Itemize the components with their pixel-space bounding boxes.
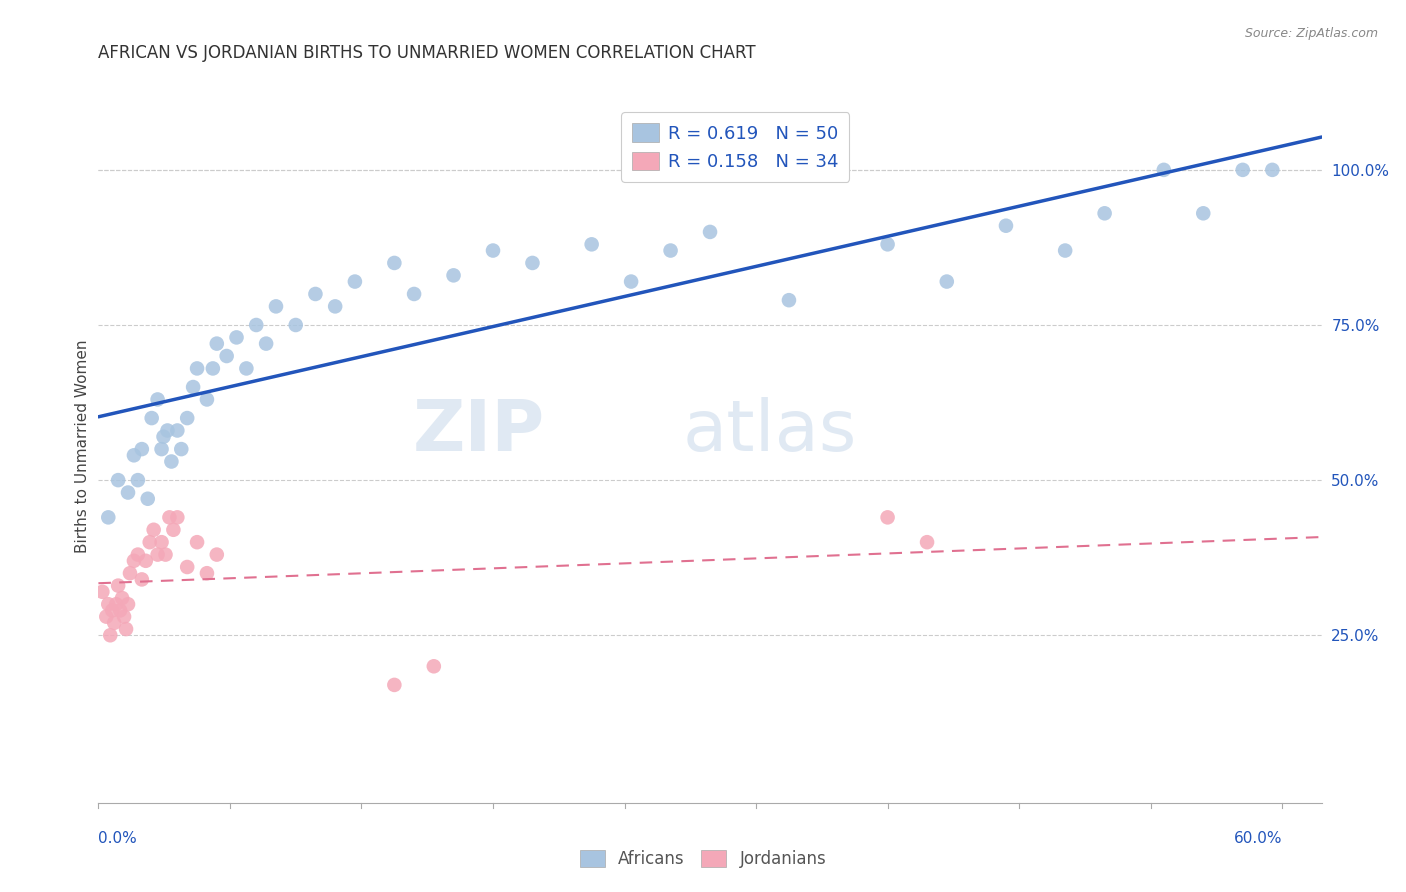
Point: [160, 454, 183, 468]
Point: [136, 491, 159, 506]
Point: [162, 523, 184, 537]
Point: [1232, 162, 1254, 177]
Point: [1261, 162, 1284, 177]
Point: [150, 535, 173, 549]
Point: [186, 535, 208, 549]
Legend: R = 0.619   N = 50, R = 0.158   N = 34: R = 0.619 N = 50, R = 0.158 N = 34: [621, 112, 849, 182]
Point: [107, 579, 129, 593]
Point: [205, 548, 228, 562]
Point: [915, 535, 938, 549]
Text: Source: ZipAtlas.com: Source: ZipAtlas.com: [1244, 27, 1378, 40]
Point: [1192, 206, 1215, 220]
Text: 60.0%: 60.0%: [1233, 830, 1282, 846]
Point: [620, 275, 643, 289]
Point: [103, 615, 125, 630]
Point: [581, 237, 603, 252]
Point: [443, 268, 465, 283]
Point: [195, 392, 218, 407]
Point: [304, 287, 326, 301]
Point: [201, 361, 224, 376]
Point: [245, 318, 267, 332]
Text: AFRICAN VS JORDANIAN BIRTHS TO UNMARRIED WOMEN CORRELATION CHART: AFRICAN VS JORDANIAN BIRTHS TO UNMARRIED…: [98, 45, 756, 62]
Point: [423, 659, 446, 673]
Point: [382, 256, 405, 270]
Point: [138, 535, 160, 549]
Point: [150, 442, 173, 456]
Point: [131, 442, 153, 456]
Point: [215, 349, 238, 363]
Point: [152, 430, 174, 444]
Y-axis label: Births to Unmarried Women: Births to Unmarried Women: [75, 339, 90, 553]
Point: [166, 510, 188, 524]
Point: [91, 584, 114, 599]
Point: [323, 299, 346, 313]
Point: [127, 473, 149, 487]
Point: [155, 548, 177, 562]
Point: [131, 573, 153, 587]
Point: [1094, 206, 1116, 220]
Point: [522, 256, 544, 270]
Point: [108, 603, 131, 617]
Point: [97, 597, 120, 611]
Point: [117, 597, 139, 611]
Point: [254, 336, 277, 351]
Point: [382, 678, 405, 692]
Point: [141, 411, 163, 425]
Point: [122, 448, 145, 462]
Point: [118, 566, 141, 581]
Point: [98, 628, 121, 642]
Point: [284, 318, 307, 332]
Point: [1153, 162, 1175, 177]
Point: [146, 392, 169, 407]
Point: [166, 424, 188, 438]
Point: [264, 299, 287, 313]
Point: [176, 560, 198, 574]
Point: [225, 330, 247, 344]
Point: [195, 566, 218, 581]
Point: [235, 361, 257, 376]
Point: [876, 510, 898, 524]
Point: [122, 554, 145, 568]
Point: [111, 591, 134, 605]
Point: [994, 219, 1017, 233]
Text: atlas: atlas: [682, 397, 856, 467]
Point: [659, 244, 682, 258]
Point: [156, 424, 179, 438]
Point: [205, 336, 228, 351]
Point: [112, 609, 135, 624]
Point: [935, 275, 957, 289]
Point: [186, 361, 208, 376]
Point: [876, 237, 898, 252]
Point: [127, 548, 149, 562]
Text: ZIP: ZIP: [412, 397, 546, 467]
Point: [105, 597, 128, 611]
Point: [107, 473, 129, 487]
Point: [1054, 244, 1077, 258]
Text: 0.0%: 0.0%: [98, 830, 138, 846]
Legend: Africans, Jordanians: Africans, Jordanians: [574, 843, 832, 875]
Point: [181, 380, 204, 394]
Point: [159, 510, 181, 524]
Point: [135, 554, 157, 568]
Point: [343, 275, 366, 289]
Point: [97, 510, 120, 524]
Point: [115, 622, 138, 636]
Point: [142, 523, 165, 537]
Point: [482, 244, 505, 258]
Point: [96, 609, 118, 624]
Point: [146, 548, 169, 562]
Point: [699, 225, 721, 239]
Point: [176, 411, 198, 425]
Point: [170, 442, 193, 456]
Point: [778, 293, 800, 308]
Point: [117, 485, 139, 500]
Point: [404, 287, 426, 301]
Point: [101, 603, 124, 617]
